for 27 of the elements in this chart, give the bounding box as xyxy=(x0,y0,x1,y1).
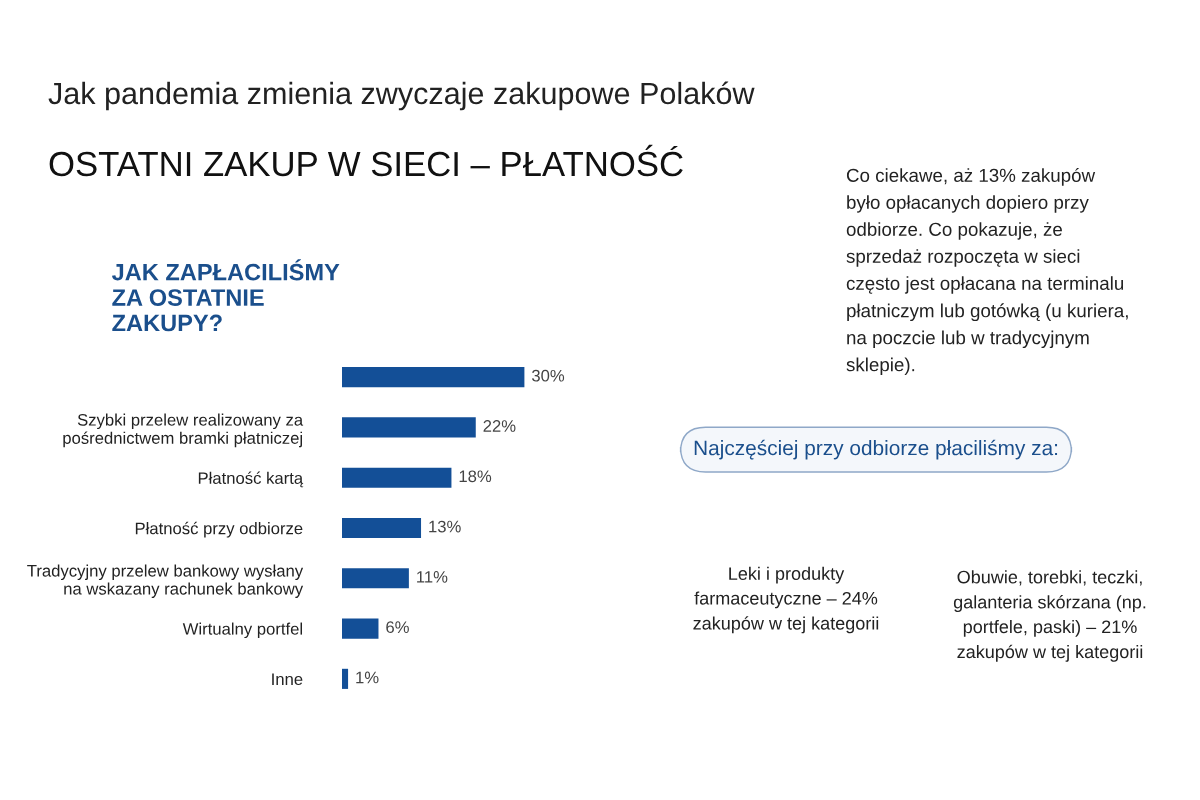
text: Leki i produkty farmaceutyczne – 24% zakupów w tej kategorii xyxy=(693,566,879,634)
y-tick-label: Szybki przelew realizowany za pośrednictwem bramki płatniczej xyxy=(63,413,304,448)
data-label: 11% xyxy=(417,571,448,583)
bar xyxy=(342,517,422,539)
chart-title: Jak pandemia zmienia zwyczaje zakupowe Polaków xyxy=(48,81,755,111)
y-tick-label: Wirtualny portfel xyxy=(182,622,302,639)
bar xyxy=(342,367,525,388)
data-label: 6% xyxy=(386,621,409,634)
bar xyxy=(342,467,452,488)
y-tick-label: Płatność kartą xyxy=(198,471,304,488)
data-label: 13% xyxy=(429,520,461,533)
y-tick-label: Tradycyjny przelew bankowy wysłany na wskazany rachunek bankowy xyxy=(27,564,304,598)
bar xyxy=(342,417,476,438)
data-label: 30% xyxy=(531,369,565,382)
text: Obuwie, torebki, teczki, galanteria skórzana (np. portfele, paski) – 21% zakupów w tej kategorii xyxy=(953,570,1146,662)
chart-subtitle: OSTATNI ZAKUP W SIECI – PŁATNOŚĆ xyxy=(49,144,683,177)
bar xyxy=(342,568,409,589)
y-tick-label: Płatność przy odbiorze xyxy=(135,521,303,538)
data-label: 22% xyxy=(483,420,516,432)
data-label: 18% xyxy=(459,470,492,483)
data-label: 1% xyxy=(356,671,379,684)
y-tick-label: Inne xyxy=(272,673,303,686)
bar xyxy=(342,668,349,689)
text: Najczęściej przy odbiorze płaciliśmy za: xyxy=(694,439,1058,460)
text: JAK ZAPŁACILIŚMY ZA OSTATNIE ZAKUPY? xyxy=(111,259,340,332)
text: Co ciekawe, aż 13% zakupów było opłacanych dopiero przy odbiorze. Co pokazuje, że sprzedaż rozpoczęta w sieci często jest opłacana na terminalu płatniczym lub gotówką (u kuriera, na poczcie lub w tradycyjnym sklepie). xyxy=(846,168,1128,376)
bar xyxy=(342,618,379,639)
